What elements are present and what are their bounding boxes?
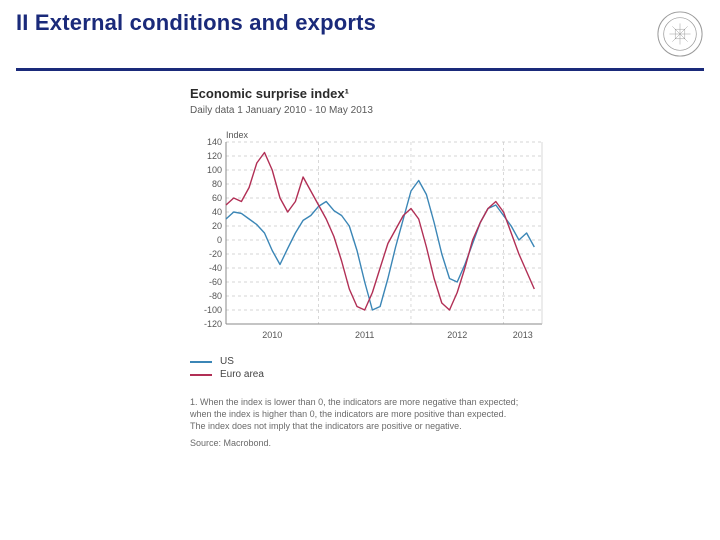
svg-text:2013: 2013 — [513, 330, 533, 340]
page-title: II External conditions and exports — [16, 10, 376, 36]
svg-text:100: 100 — [207, 165, 222, 175]
svg-text:60: 60 — [212, 193, 222, 203]
legend-item: US — [190, 356, 550, 367]
page-header: II External conditions and exports — [0, 0, 720, 64]
line-chart: Index 140 120 100 80 60 40 20 0 -20 -40 -60 -80 -100 -… — [190, 126, 550, 346]
chart-title: Economic surprise index¹ — [190, 86, 550, 101]
svg-text:120: 120 — [207, 151, 222, 161]
svg-text:-100: -100 — [204, 305, 222, 315]
svg-text:2010: 2010 — [262, 330, 282, 340]
svg-text:-120: -120 — [204, 319, 222, 329]
chart-legend: US Euro area — [190, 356, 550, 380]
svg-text:2011: 2011 — [355, 330, 374, 340]
legend-label: US — [220, 356, 234, 367]
svg-text:Index: Index — [226, 130, 249, 140]
svg-text:2012: 2012 — [447, 330, 467, 340]
svg-text:-40: -40 — [209, 263, 222, 273]
seal-logo-icon — [656, 10, 704, 58]
svg-text:-60: -60 — [209, 277, 222, 287]
chart-footnote: 1. When the index is lower than 0, the i… — [190, 396, 520, 432]
header-rule — [16, 68, 704, 71]
svg-text:80: 80 — [212, 179, 222, 189]
legend-swatch-icon — [190, 374, 212, 376]
legend-item: Euro area — [190, 369, 550, 380]
svg-text:20: 20 — [212, 221, 222, 231]
page: II External conditions and exports Econo… — [0, 0, 720, 540]
chart-subtitle: Daily data 1 January 2010 - 10 May 2013 — [190, 105, 550, 116]
svg-text:-80: -80 — [209, 291, 222, 301]
chart-container: Economic surprise index¹ Daily data 1 Ja… — [190, 86, 550, 448]
svg-text:0: 0 — [217, 235, 222, 245]
svg-text:40: 40 — [212, 207, 222, 217]
legend-swatch-icon — [190, 361, 212, 363]
chart-source: Source: Macrobond. — [190, 438, 550, 448]
legend-label: Euro area — [220, 369, 264, 380]
svg-text:-20: -20 — [209, 249, 222, 259]
svg-text:140: 140 — [207, 137, 222, 147]
